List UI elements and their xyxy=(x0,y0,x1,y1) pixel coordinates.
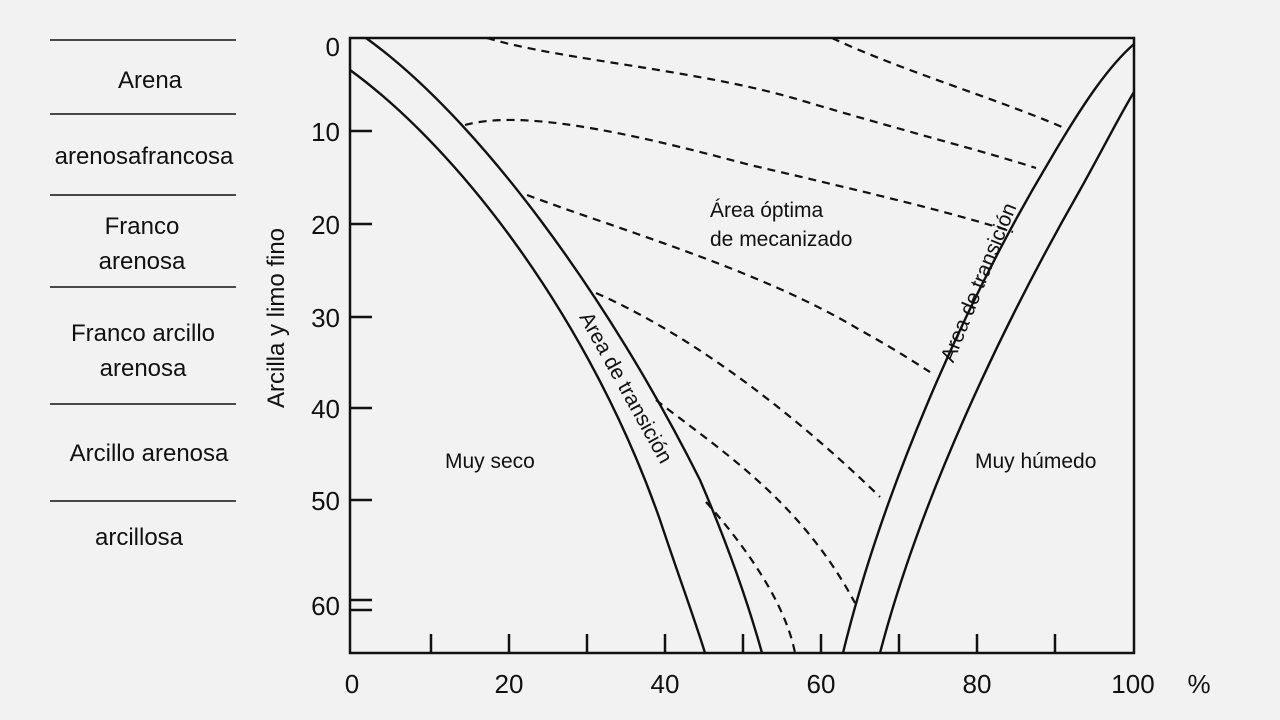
region-label-transition-left: Area de transición xyxy=(575,308,677,467)
y-tick-label: 20 xyxy=(311,210,340,240)
isoline xyxy=(705,501,797,654)
right-inner-boundary xyxy=(841,43,1135,654)
region-label-dry: Muy seco xyxy=(445,450,535,473)
x-tick-label: 40 xyxy=(651,669,680,699)
isoline xyxy=(526,193,931,373)
left-outer-boundary xyxy=(349,69,707,654)
isoline xyxy=(831,37,1063,129)
x-tick-label: 80 xyxy=(963,669,992,699)
x-tick-label: 100 xyxy=(1111,669,1154,699)
x-axis-tick-labels: 0 20 40 60 80 100 % xyxy=(345,669,1211,699)
soil-class-labels: Arena arenosafrancosa Franco arenosa Fra… xyxy=(55,67,234,551)
left-inner-boundary xyxy=(365,37,764,654)
region-label-transition-right: Area de transición xyxy=(937,200,1022,366)
y-tick-label: 50 xyxy=(311,486,340,516)
isoline xyxy=(486,36,1037,170)
isoline xyxy=(595,291,881,498)
y-axis-title: Arcilla y limo fino xyxy=(263,228,290,408)
x-tick-label: 0 xyxy=(345,669,359,699)
y-tick-label: 30 xyxy=(311,303,340,333)
soil-class-franco-arenosa-line2: arenosa xyxy=(99,248,186,275)
soil-class-arcillo-arenosa: Arcillo arenosa xyxy=(70,440,229,467)
x-tick-label: 60 xyxy=(807,669,836,699)
soil-class-arenosafrancosa: arenosafrancosa xyxy=(55,143,234,170)
boundary-curves xyxy=(349,37,1136,654)
dashed-isolines xyxy=(464,36,1063,654)
soil-class-franco-arenosa-line1: Franco xyxy=(105,213,180,240)
x-tick-label: 20 xyxy=(495,669,524,699)
soil-class-franco-arcillo-arenosa-line2: arenosa xyxy=(100,355,187,382)
y-axis-ticks xyxy=(350,129,372,612)
y-tick-label: 60 xyxy=(311,591,340,621)
soil-class-franco-arcillo-arenosa-line1: Franco arcillo xyxy=(71,320,215,347)
soil-class-arcillosa: arcillosa xyxy=(95,524,184,551)
region-label-optimal-line2: de mecanizado xyxy=(710,228,852,251)
isoline xyxy=(464,118,1014,234)
y-tick-label: 40 xyxy=(311,394,340,424)
x-unit-label: % xyxy=(1187,669,1210,699)
right-outer-boundary xyxy=(878,91,1136,654)
y-tick-label: 10 xyxy=(311,117,340,147)
y-tick-label: 0 xyxy=(326,32,340,62)
y-axis-tick-labels: 0 10 20 30 40 50 60 xyxy=(311,32,340,621)
region-label-wet: Muy húmedo xyxy=(975,450,1096,473)
x-axis-ticks xyxy=(429,634,1057,653)
region-label-optimal-line1: Área óptima xyxy=(710,199,824,222)
soil-class-arena: Arena xyxy=(118,67,183,94)
isoline xyxy=(655,399,856,604)
soil-class-table xyxy=(50,39,236,502)
